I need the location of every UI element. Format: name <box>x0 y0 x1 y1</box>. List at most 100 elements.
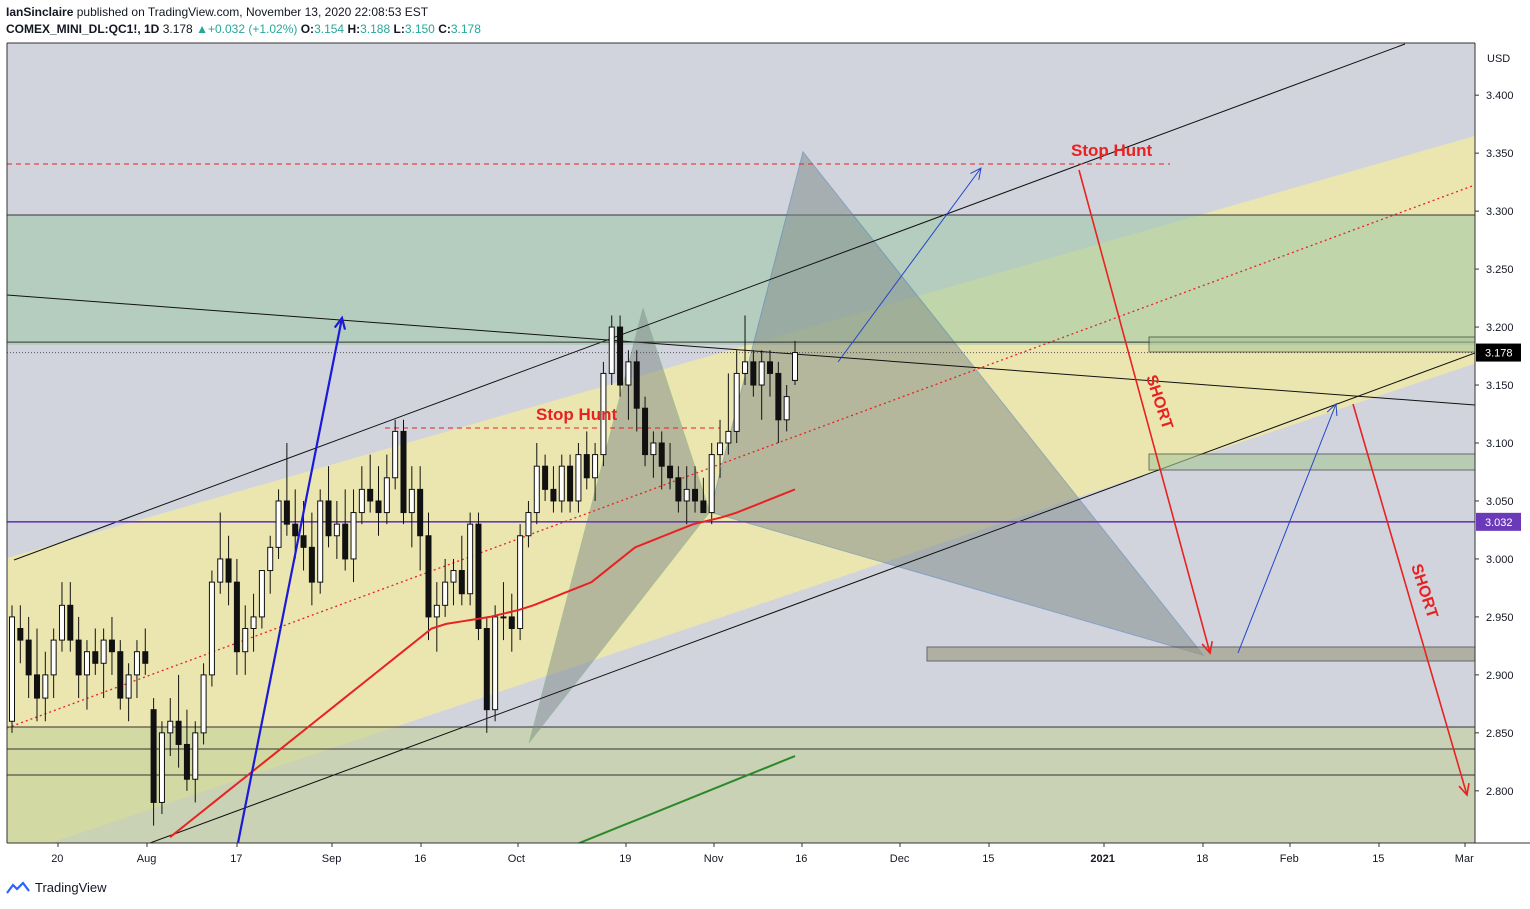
stop-hunt-label-mid: Stop Hunt <box>536 405 618 424</box>
target-box-bottom <box>926 646 1475 662</box>
y-tick-label: 3.250 <box>1486 264 1514 276</box>
x-tick-label: 17 <box>230 853 242 865</box>
candle-body <box>200 674 207 734</box>
x-tick-label: Dec <box>890 853 910 865</box>
candle-body <box>400 430 407 514</box>
y-tick-label: 3.100 <box>1486 438 1514 450</box>
red-short-arrow-1-head <box>1201 641 1213 655</box>
price-label-bg <box>1476 512 1521 531</box>
harmonic-triangle-2 <box>709 150 1205 656</box>
candle-body <box>483 628 490 711</box>
candle-body <box>367 488 374 502</box>
target-box-mid <box>1148 453 1475 471</box>
x-tick-label: Sep <box>322 853 342 865</box>
x-tick-label: 15 <box>1372 853 1384 865</box>
descending-trend-line <box>7 294 1475 406</box>
candle-body <box>33 674 40 699</box>
blue-projection-arrow-head <box>970 167 982 180</box>
channel-upper-line <box>13 43 1406 561</box>
candle-body <box>375 500 382 514</box>
candle-body <box>75 639 82 676</box>
candle-body <box>608 326 615 374</box>
candle-body <box>667 465 674 479</box>
y-tick-label: 2.800 <box>1486 786 1514 798</box>
candle-body <box>225 558 232 583</box>
candle-body <box>258 570 265 618</box>
candle-body <box>217 558 224 583</box>
candle-body <box>683 488 690 502</box>
tradingview-footer[interactable]: TradingView <box>6 880 107 895</box>
candle-body <box>767 361 774 374</box>
sma-green-line <box>576 755 796 843</box>
candle-body <box>450 570 457 583</box>
time-axis-bg <box>0 843 1530 873</box>
candle-body <box>675 477 682 502</box>
candle-body <box>725 430 732 444</box>
candle-body <box>658 442 665 467</box>
candle-body <box>283 500 290 525</box>
y-tick-label: 3.200 <box>1486 322 1514 334</box>
up-arrow-icon: ▲ <box>196 22 208 36</box>
price-label: 3.178 <box>1485 348 1513 360</box>
candle-body <box>50 639 57 676</box>
candle-body <box>117 651 124 699</box>
candle-body <box>567 465 574 502</box>
close-value: 3.178 <box>450 22 481 36</box>
candle-body <box>308 546 315 583</box>
candle-body <box>275 500 282 548</box>
y-tick-label: 2.850 <box>1486 728 1514 740</box>
candle-body <box>325 500 332 537</box>
candle-body <box>300 535 307 548</box>
candle-body <box>167 720 174 734</box>
tradingview-brand: TradingView <box>35 880 107 895</box>
candle-body <box>492 616 499 711</box>
x-tick-label: 15 <box>982 853 994 865</box>
candle-body <box>500 616 507 619</box>
candle-body <box>792 352 798 381</box>
candle-body <box>600 372 607 456</box>
low-value: 3.150 <box>404 22 435 36</box>
candle-body <box>358 488 365 514</box>
candle-body <box>467 523 474 595</box>
tradingview-logo-icon <box>6 880 30 894</box>
candle-body <box>550 488 557 502</box>
x-tick-label: Aug <box>137 853 157 865</box>
publisher-name[interactable]: IanSinclaire <box>6 5 74 19</box>
candle-body <box>192 732 199 780</box>
blue-rebound-arrow-head <box>1326 402 1338 417</box>
candle-body <box>9 616 15 722</box>
symbol-label[interactable]: COMEX_MINI_DL:QC1!, 1D <box>6 22 160 36</box>
x-tick-label: 16 <box>414 853 426 865</box>
y-tick-label: 2.950 <box>1486 612 1514 624</box>
candle-body <box>333 523 340 537</box>
candle-body <box>92 651 99 664</box>
candle-body <box>775 372 782 421</box>
low-label: L: <box>393 22 405 36</box>
close-label: C: <box>438 22 451 36</box>
candle-body <box>442 581 449 606</box>
published-text: published on TradingView.com, November 1… <box>76 5 429 19</box>
candle-body <box>783 396 790 421</box>
candle-body <box>250 616 257 630</box>
candle-body <box>625 361 632 386</box>
candle-body <box>642 407 649 456</box>
candle-body <box>533 465 540 514</box>
y-tick-label: 3.000 <box>1486 554 1514 566</box>
harmonic-triangle-1 <box>528 307 711 744</box>
currency-label: USD <box>1487 53 1510 65</box>
y-tick-label: 3.350 <box>1486 148 1514 160</box>
candle-body <box>17 628 24 641</box>
candle-body <box>350 512 357 560</box>
candle-body <box>408 488 415 514</box>
last-price: 3.178 <box>162 22 193 36</box>
blue-rebound-arrow <box>1237 403 1337 654</box>
candle-body <box>108 639 115 653</box>
candle-body <box>542 465 549 490</box>
candle-body <box>558 465 565 502</box>
price-label: 3.032 <box>1485 517 1513 529</box>
x-tick-label: 18 <box>1196 853 1208 865</box>
open-value: 3.154 <box>314 22 345 36</box>
candle-body <box>292 523 299 537</box>
candle-body <box>267 546 274 572</box>
